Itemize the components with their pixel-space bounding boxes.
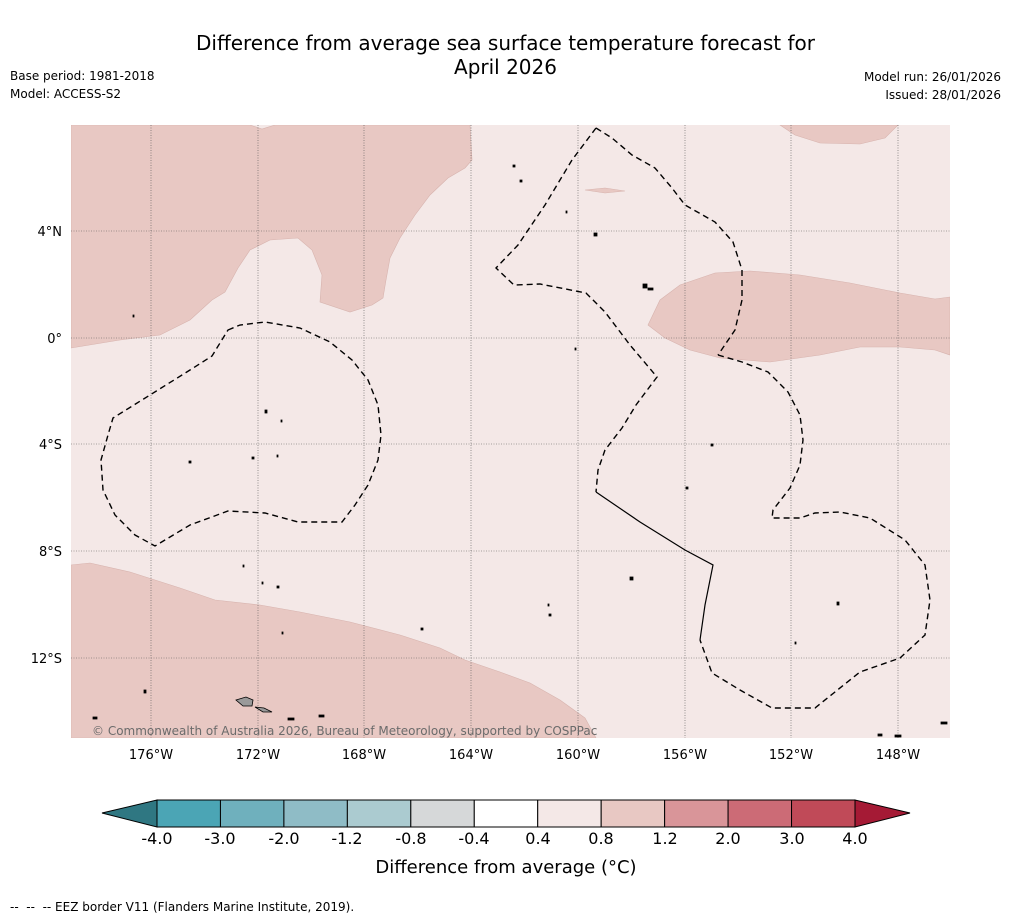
colorbar-cells — [156, 799, 856, 828]
cb-tick-neg0-8: -0.8 — [395, 829, 426, 848]
colorbar-cell — [600, 799, 666, 828]
cb-tick-neg3: -3.0 — [204, 829, 235, 848]
map-title: Difference from average sea surface temp… — [0, 31, 1011, 79]
lon-tick-176w: 176°W — [129, 748, 173, 763]
colorbar-cell — [791, 799, 856, 828]
longitude-labels: 176°W 172°W 168°W 164°W 160°W 156°W 152°… — [129, 748, 920, 763]
lon-tick-172w: 172°W — [236, 748, 280, 763]
lat-tick-12s: 12°S — [31, 652, 62, 667]
lon-tick-148w: 148°W — [876, 748, 920, 763]
issued-text: Issued: 28/01/2026 — [885, 88, 1001, 102]
colorbar-label: Difference from average (°C) — [375, 857, 636, 878]
colorbar-cell — [346, 799, 412, 828]
lon-tick-168w: 168°W — [342, 748, 386, 763]
anomaly-region-northeast-top — [779, 125, 899, 145]
colorbar-tick-labels: -4.0 -3.0 -2.0 -1.2 -0.8 -0.4 0.4 0.8 1.… — [141, 829, 867, 848]
colorbar-extend-low — [101, 799, 158, 828]
anomaly-region-small-patch — [584, 187, 626, 194]
eez-border-east — [699, 354, 931, 709]
graticule — [71, 125, 950, 738]
colorbar-cell — [283, 799, 348, 828]
colorbar: -4.0 -3.0 -2.0 -1.2 -0.8 -0.4 0.4 0.8 1.… — [101, 799, 911, 878]
eez-legend-footer: -- -- -- EEZ border V11 (Flanders Marine… — [10, 900, 355, 914]
model-text: Model: ACCESS-S2 — [10, 87, 122, 101]
eez-border-west — [100, 321, 382, 547]
islands — [92, 164, 948, 738]
eez-border-central — [495, 127, 658, 493]
lat-tick-0: 0° — [47, 332, 62, 347]
island-samoa-large — [235, 696, 254, 707]
latitude-labels: 4°N 0° 4°S 8°S 12°S — [31, 225, 62, 667]
base-period-text: Base period: 1981-2018 — [10, 69, 155, 83]
cb-tick-3: 3.0 — [779, 829, 804, 848]
eez-border-north — [595, 127, 743, 356]
cb-tick-4: 4.0 — [842, 829, 867, 848]
lat-tick-4s: 4°S — [39, 438, 62, 453]
model-run-text: Model run: 26/01/2026 — [863, 70, 1001, 84]
colorbar-extend-high — [854, 799, 911, 828]
lon-tick-160w: 160°W — [556, 748, 600, 763]
colorbar-cell — [410, 799, 475, 828]
cb-tick-neg2: -2.0 — [268, 829, 299, 848]
cb-tick-neg0-4: -0.4 — [458, 829, 489, 848]
cb-tick-2: 2.0 — [715, 829, 740, 848]
lon-tick-156w: 156°W — [663, 748, 707, 763]
colorbar-cell — [473, 799, 539, 828]
left-metadata: Base period: 1981-2018 Model: ACCESS-S2 — [10, 67, 155, 103]
cb-tick-0-8: 0.8 — [588, 829, 613, 848]
lon-tick-152w: 152°W — [769, 748, 813, 763]
anomaly-region-northwest — [71, 125, 473, 349]
colorbar-cell — [219, 799, 285, 828]
right-metadata: Model run: 26/01/2026 Issued: 28/01/2026 — [864, 68, 1001, 104]
lat-tick-8s: 8°S — [39, 545, 62, 560]
cb-tick-neg4: -4.0 — [141, 829, 172, 848]
cb-tick-0-4: 0.4 — [525, 829, 550, 848]
eez-border-line — [595, 491, 714, 641]
colorbar-cell — [727, 799, 793, 828]
lat-tick-4n: 4°N — [38, 225, 63, 240]
colorbar-cell — [664, 799, 729, 828]
copyright-text: © Commonwealth of Australia 2026, Bureau… — [92, 724, 597, 738]
colorbar-cell — [156, 799, 221, 828]
colorbar-cell — [537, 799, 602, 828]
anomaly-region-southwest — [71, 562, 597, 738]
island-samoa-small — [254, 706, 273, 713]
eez-borders — [100, 127, 931, 709]
title-line-1: Difference from average sea surface temp… — [195, 31, 815, 55]
cb-tick-1-2: 1.2 — [652, 829, 677, 848]
cb-tick-neg1-2: -1.2 — [331, 829, 362, 848]
title-line-2: April 2026 — [454, 55, 557, 79]
lon-tick-164w: 164°W — [449, 748, 493, 763]
